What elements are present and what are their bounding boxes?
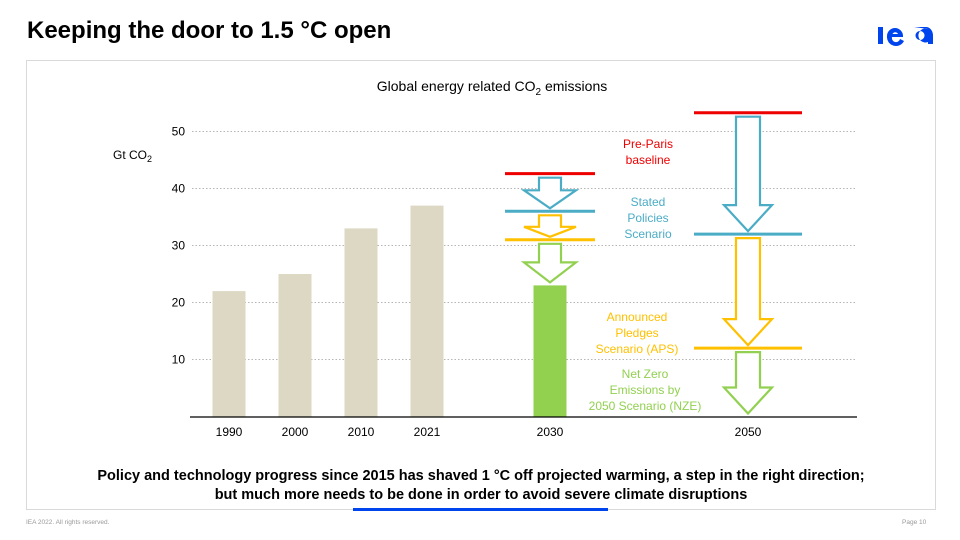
- bar-2000: [278, 274, 312, 417]
- bar-1990: [212, 291, 246, 417]
- aps-label: Announced Pledges Scenario (APS): [596, 310, 679, 356]
- takeaway-line-1: Policy and technology progress since 201…: [97, 468, 865, 484]
- y-tick-50: 50: [172, 125, 186, 139]
- y-tick-40: 40: [172, 182, 186, 196]
- slide-title: Keeping the door to 1.5 °C open: [27, 17, 392, 44]
- y-tick-labels: 10 20 30 40 50: [172, 125, 186, 367]
- nze-bar-2030: [533, 285, 567, 417]
- x-tick-2050: 2050: [735, 425, 762, 439]
- steps-arrow-2050: [721, 115, 775, 233]
- y-tick-20: 20: [172, 296, 186, 310]
- x-tick-2030: 2030: [537, 425, 564, 439]
- aps-arrow-2030: [523, 214, 577, 238]
- x-tick-2021: 2021: [414, 425, 441, 439]
- pre-paris-label: Pre-Paris baseline: [623, 137, 673, 167]
- historical-bars: [212, 205, 444, 417]
- aps-arrow-2050: [721, 237, 775, 347]
- bar-2010: [344, 228, 378, 417]
- steps-arrow-2030: [520, 176, 580, 210]
- projection-markers: [505, 111, 802, 417]
- nze-arrow-2050: [721, 351, 775, 416]
- y-tick-30: 30: [172, 239, 186, 253]
- bar-2021: [410, 205, 444, 417]
- accent-underline: [353, 508, 608, 511]
- logo-i: [878, 27, 883, 44]
- x-tick-1990: 1990: [216, 425, 243, 439]
- nze-label: Net Zero Emissions by 2050 Scenario (NZE): [589, 367, 702, 413]
- chart-title: Global energy related CO2 emissions: [377, 78, 607, 98]
- footer-copyright: IEA 2022. All rights reserved.: [26, 519, 110, 526]
- nze-arrow-2030: [520, 242, 580, 284]
- takeaway-text: Policy and technology progress since 201…: [26, 467, 936, 505]
- footer-page-number: Page 10: [902, 519, 927, 526]
- y-axis-label: Gt CO2: [113, 148, 152, 164]
- x-tick-2010: 2010: [348, 425, 375, 439]
- scenario-annotations: Pre-Paris baseline Stated Policies Scenario A…: [589, 137, 702, 413]
- logo-a: [914, 27, 933, 44]
- iea-logo: [878, 27, 933, 46]
- takeaway-line-2: but much more needs to be done in order …: [214, 487, 748, 503]
- logo-e: [886, 28, 904, 46]
- steps-label: Stated Policies Scenario: [624, 195, 672, 241]
- x-tick-2000: 2000: [282, 425, 309, 439]
- y-tick-10: 10: [172, 353, 186, 367]
- x-tick-labels: 1990 2000 2010 2021 2030 2050: [216, 425, 762, 439]
